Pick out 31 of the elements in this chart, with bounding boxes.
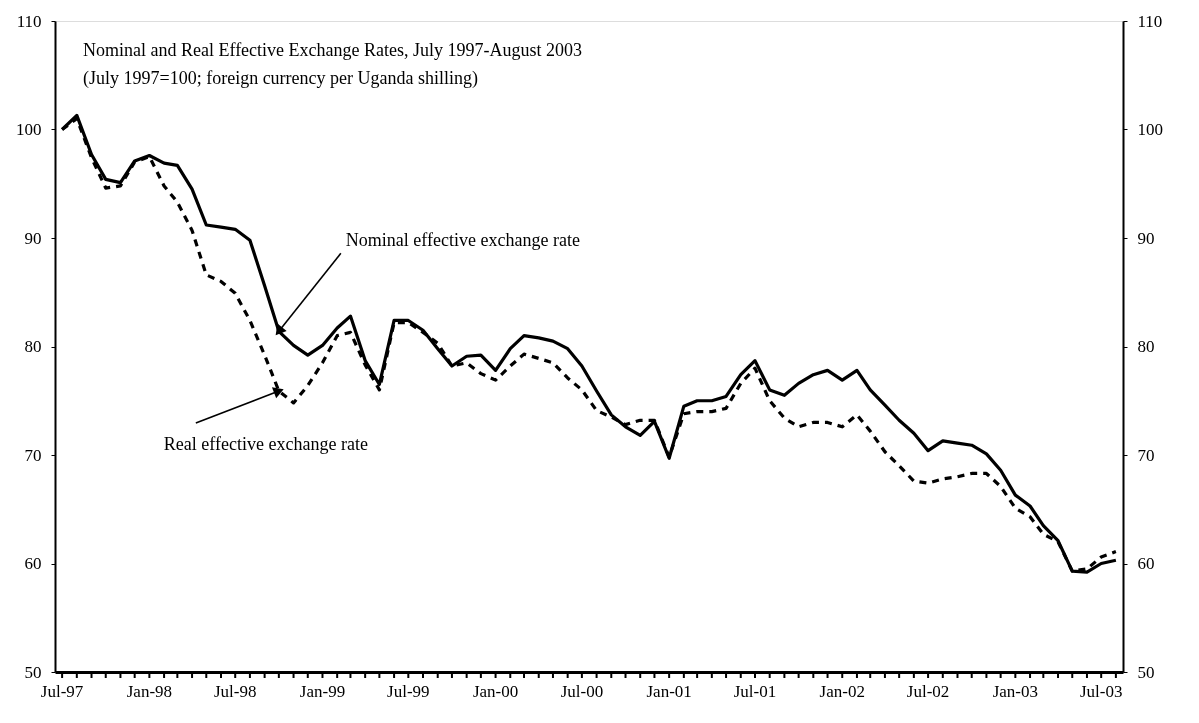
annotation: Nominal effective exchange rate	[345, 230, 580, 251]
text: (July 1997=100; foreign currency per Uganda shilling)	[83, 68, 479, 89]
x-tick-label: Jul-97	[40, 682, 84, 701]
y-tick-label: 90	[24, 228, 42, 248]
y2-tick-label: 110	[1137, 11, 1163, 31]
x-tick-label: Jan-99	[299, 682, 346, 701]
annotation: Real effective exchange rate	[163, 433, 368, 454]
y-tick-label: 100	[16, 120, 42, 139]
x-tick-label: Jul-99	[387, 682, 430, 701]
y2-tick-label: 50	[1137, 662, 1155, 682]
text: Nominal and Real Effective Exchange Rates, July 1997-August 2003	[83, 40, 583, 60]
y-tick-label: 50	[24, 662, 42, 682]
x-tick-label: Jul-00	[560, 682, 604, 701]
y-tick-label: 80	[24, 337, 42, 356]
x-tick-label: Jul-01	[733, 682, 777, 701]
x-tick-label: Jul-02	[906, 682, 950, 701]
x-tick-label: Jul-03	[1079, 682, 1123, 701]
y2-tick-label: 100	[1137, 120, 1163, 139]
y2-tick-label: 80	[1137, 337, 1155, 356]
x-tick-label: Jan-03	[992, 682, 1039, 701]
x-tick-label: Jan-02	[819, 682, 865, 701]
x-tick-label: Jan-00	[472, 682, 519, 701]
y-tick-label: 60	[24, 554, 42, 573]
y2-tick-label: 60	[1137, 554, 1155, 573]
x-tick-label: Jul-98	[213, 682, 257, 701]
y2-tick-label: 90	[1137, 228, 1155, 248]
y-tick-label: 70	[24, 445, 42, 465]
x-tick-label: Jan-98	[126, 682, 173, 701]
y-tick-label: 110	[16, 11, 42, 31]
x-tick-label: Jan-01	[646, 682, 692, 701]
y2-tick-label: 70	[1137, 445, 1155, 465]
